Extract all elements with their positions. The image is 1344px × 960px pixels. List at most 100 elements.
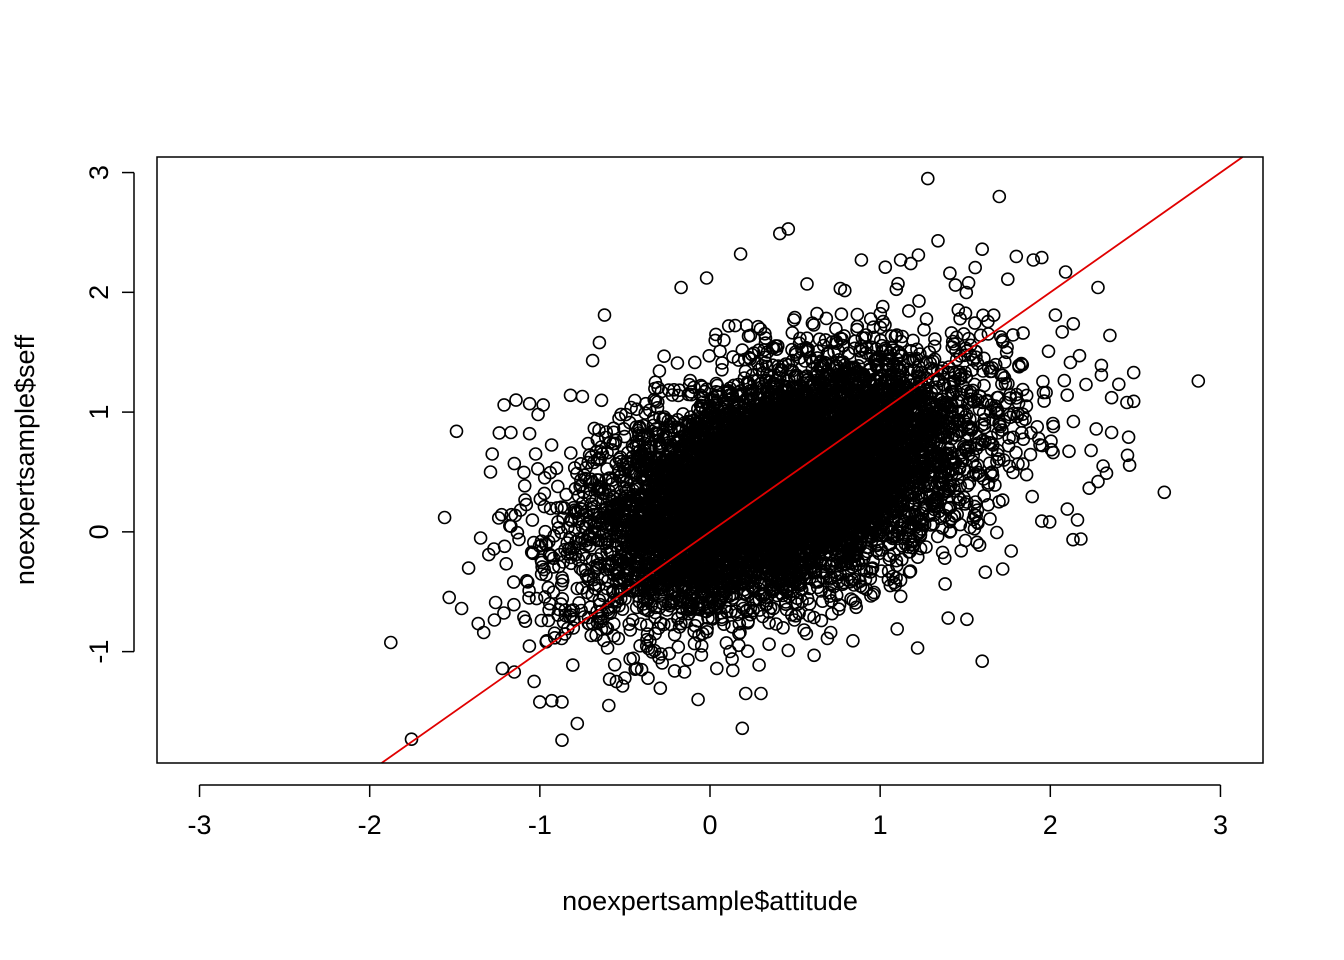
data-point: [725, 663, 740, 678]
data-point: [530, 461, 545, 476]
data-point: [752, 658, 766, 672]
data-point: [543, 501, 558, 516]
data-point: [758, 326, 772, 341]
data-point: [1057, 373, 1072, 388]
data-point: [807, 648, 821, 663]
data-point: [1041, 344, 1056, 359]
data-point: [848, 334, 862, 349]
data-point: [652, 364, 667, 378]
data-point: [487, 613, 502, 627]
data-point: [1037, 394, 1051, 408]
data-point: [537, 499, 552, 514]
data-point: [560, 520, 575, 535]
data-point: [499, 556, 514, 571]
data-point: [741, 614, 755, 629]
data-point: [977, 420, 992, 435]
data-point: [547, 626, 562, 641]
data-point: [985, 361, 1000, 375]
data-point: [995, 493, 1010, 507]
data-point: [873, 306, 888, 321]
data-point: [517, 478, 532, 493]
data-point: [1019, 399, 1034, 413]
data-point: [681, 652, 695, 667]
data-point: [694, 648, 709, 662]
data-point: [587, 421, 602, 436]
data-point: [1000, 340, 1014, 355]
data-point: [912, 294, 926, 308]
data-point: [768, 339, 783, 353]
data-point: [1066, 414, 1081, 429]
data-point: [951, 303, 966, 317]
data-points: [383, 171, 1206, 748]
data-point: [623, 623, 638, 637]
data-point: [555, 573, 570, 588]
data-point: [404, 732, 419, 747]
data-point: [473, 531, 488, 545]
data-point: [755, 358, 769, 373]
data-point: [519, 573, 534, 588]
data-point: [760, 597, 774, 612]
data-point: [1066, 532, 1080, 547]
data-point: [725, 652, 739, 666]
data-point: [525, 513, 540, 527]
data-point: [1023, 447, 1038, 462]
data-point: [948, 278, 963, 292]
data-point: [497, 606, 511, 620]
data-point: [512, 532, 526, 547]
data-point: [970, 535, 984, 550]
data-point: [625, 613, 640, 627]
data-point: [565, 658, 580, 672]
data-point: [534, 613, 549, 628]
data-point: [819, 311, 834, 326]
data-point: [846, 593, 860, 608]
data-point: [538, 590, 552, 604]
data-point: [776, 620, 790, 635]
data-point: [715, 356, 729, 370]
data-point: [594, 393, 609, 408]
data-point: [956, 327, 971, 341]
data-point: [623, 652, 637, 666]
data-point: [757, 350, 772, 365]
data-point: [903, 564, 918, 578]
data-point: [563, 446, 578, 460]
data-point: [671, 640, 686, 654]
data-point: [641, 641, 656, 656]
data-point: [732, 616, 747, 631]
data-point: [762, 637, 776, 652]
data-point: [989, 525, 1004, 540]
data-point: [627, 393, 642, 408]
data-point: [825, 606, 839, 621]
data-point: [810, 306, 824, 321]
data-point: [461, 561, 476, 575]
data-point: [535, 560, 549, 574]
data-point: [943, 379, 958, 394]
data-point: [670, 356, 685, 370]
data-point: [949, 352, 964, 367]
data-point: [527, 674, 541, 689]
data-point: [945, 340, 960, 355]
data-point: [507, 597, 521, 612]
data-point: [937, 551, 952, 566]
data-point: [960, 478, 975, 493]
data-point: [988, 478, 1002, 492]
data-point: [1072, 348, 1087, 363]
data-point: [930, 529, 945, 544]
data-point: [972, 538, 987, 553]
data-point: [544, 438, 559, 452]
data-point: [1009, 445, 1023, 460]
data-point: [383, 635, 398, 650]
data-point: [600, 641, 615, 655]
data-point: [769, 617, 783, 631]
data-point: [492, 426, 507, 440]
data-point: [992, 452, 1006, 466]
data-point: [585, 552, 600, 567]
data-point: [517, 465, 531, 480]
data-point: [1014, 425, 1029, 440]
data-point: [850, 307, 865, 322]
data-point: [875, 338, 889, 353]
data-point: [743, 601, 758, 615]
data-point: [715, 362, 729, 377]
data-point: [889, 553, 904, 568]
data-point: [1120, 448, 1135, 463]
